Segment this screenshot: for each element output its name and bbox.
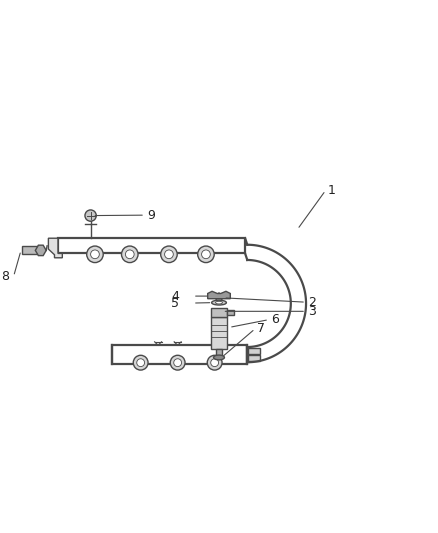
Circle shape xyxy=(207,356,222,370)
Text: 2: 2 xyxy=(308,296,316,309)
Circle shape xyxy=(137,359,145,367)
Circle shape xyxy=(133,356,148,370)
Circle shape xyxy=(87,246,103,263)
Circle shape xyxy=(170,356,185,370)
Bar xyxy=(211,308,227,317)
Text: 4: 4 xyxy=(171,289,179,303)
Circle shape xyxy=(211,359,219,367)
Circle shape xyxy=(174,359,182,367)
Ellipse shape xyxy=(214,355,224,360)
Circle shape xyxy=(121,246,138,263)
Circle shape xyxy=(198,246,214,263)
Text: 1: 1 xyxy=(328,184,336,197)
Ellipse shape xyxy=(215,301,223,304)
Ellipse shape xyxy=(214,309,224,314)
Ellipse shape xyxy=(212,300,226,305)
Text: 7: 7 xyxy=(257,322,265,335)
Bar xyxy=(113,345,247,364)
Bar xyxy=(248,348,260,353)
Polygon shape xyxy=(35,245,46,256)
Bar xyxy=(58,238,245,254)
Circle shape xyxy=(165,250,173,259)
Bar xyxy=(215,349,223,356)
Text: 3: 3 xyxy=(308,305,316,318)
Bar xyxy=(227,310,234,315)
Bar xyxy=(22,246,39,254)
Text: 9: 9 xyxy=(147,208,155,222)
Polygon shape xyxy=(48,238,62,258)
Bar xyxy=(248,355,260,360)
Polygon shape xyxy=(208,292,230,298)
Text: 6: 6 xyxy=(271,313,279,326)
Text: 8: 8 xyxy=(1,270,9,283)
Circle shape xyxy=(85,210,96,221)
Circle shape xyxy=(91,250,99,259)
Text: 5: 5 xyxy=(171,296,179,310)
Circle shape xyxy=(201,250,210,259)
Polygon shape xyxy=(215,293,223,302)
Bar xyxy=(211,317,227,349)
Circle shape xyxy=(125,250,134,259)
Circle shape xyxy=(161,246,177,263)
